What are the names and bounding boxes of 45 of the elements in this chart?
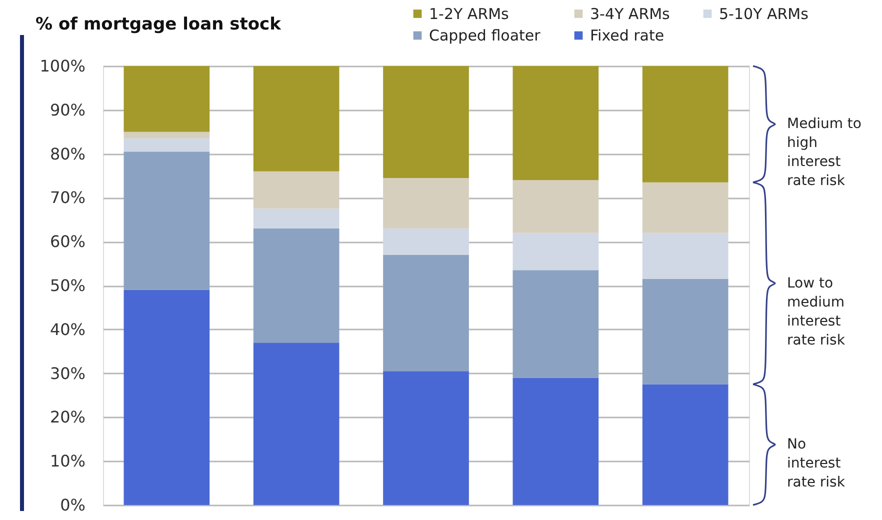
bar: [124, 66, 210, 132]
y-tick-label: 80%: [50, 144, 86, 164]
text: No interest rate risk: [787, 436, 846, 491]
bar: [253, 228, 340, 343]
y-tick-label: 50%: [50, 276, 86, 295]
bar: [383, 228, 469, 255]
bar: [383, 66, 469, 178]
bar: [512, 232, 599, 270]
bar: [642, 182, 728, 233]
bar: [124, 138, 210, 152]
y-tick-label: 60%: [50, 232, 86, 252]
bar: [383, 254, 469, 372]
bar: [642, 232, 728, 279]
bar: [512, 180, 599, 233]
bar: [253, 208, 340, 228]
y-tick-label: 30%: [50, 364, 86, 383]
legend-label: 1-2Y ARMs: [429, 4, 510, 23]
text: Low to medium interest rate risk: [787, 275, 846, 348]
bar: [253, 66, 340, 172]
bar: [124, 132, 210, 138]
bar: [253, 342, 340, 505]
legend-label: 3-4Y ARMs: [590, 4, 670, 23]
y-tick-label: 10%: [50, 452, 86, 471]
y-tick-label: 90%: [50, 100, 86, 120]
bar: [253, 171, 340, 209]
text: Medium to high interest rate risk: [787, 116, 862, 190]
bar: [383, 178, 469, 228]
y-tick-label: 70%: [50, 188, 86, 208]
bar: [124, 152, 210, 290]
bar: [642, 384, 728, 505]
bar: [642, 66, 728, 182]
y-tick-label: 0%: [60, 496, 86, 514]
bar: [642, 278, 728, 384]
legend-label: Capped floater: [429, 26, 542, 44]
bar: [512, 270, 599, 378]
legend-label: 5-10Y ARMs: [719, 4, 809, 23]
y-axis-title: % of mortgage loan stock: [36, 14, 282, 34]
y-tick-label: 100%: [40, 56, 86, 76]
bar: [512, 66, 599, 180]
y-tick-label: 20%: [50, 408, 86, 427]
legend-label: Fixed rate: [590, 26, 664, 44]
bar: [383, 371, 469, 505]
bar: [124, 290, 210, 505]
bar: [512, 378, 599, 505]
y-tick-label: 40%: [50, 320, 86, 339]
